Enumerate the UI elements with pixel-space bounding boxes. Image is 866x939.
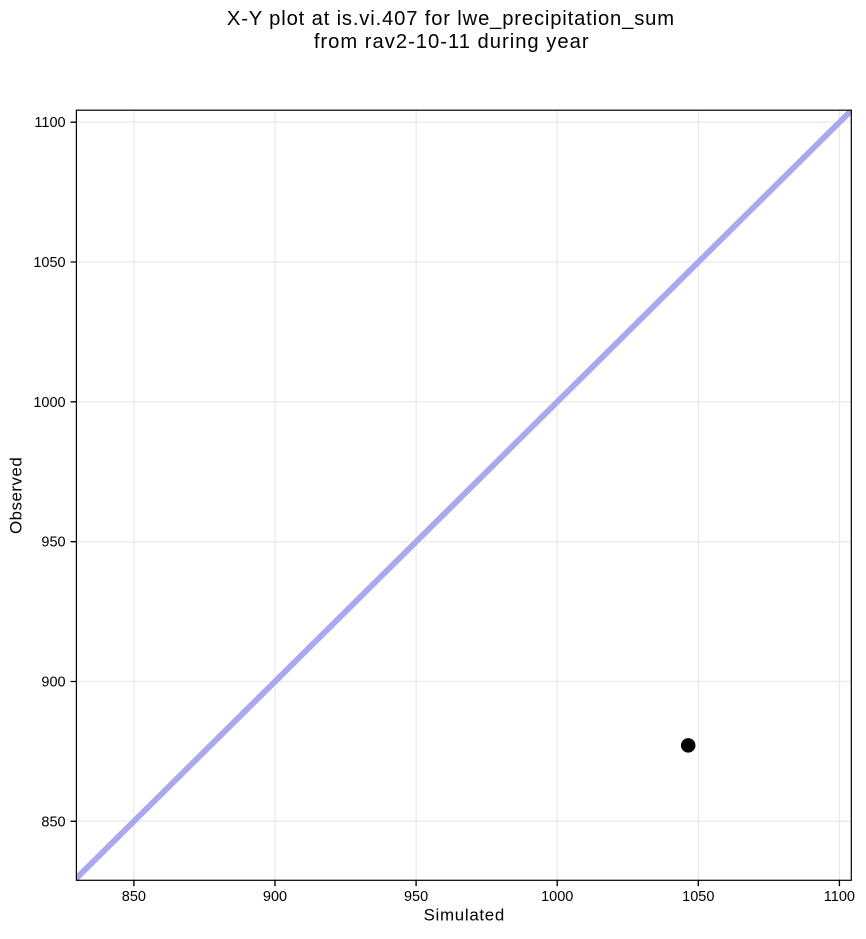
svg-text:1050: 1050 (682, 889, 714, 905)
svg-text:from rav2-10-11 during year: from rav2-10-11 during year (314, 31, 590, 53)
svg-text:900: 900 (263, 889, 287, 905)
svg-text:950: 950 (41, 535, 65, 551)
svg-text:Observed: Observed (6, 457, 25, 534)
svg-text:1100: 1100 (824, 889, 855, 905)
svg-text:Simulated: Simulated (424, 906, 505, 925)
svg-text:1000: 1000 (541, 889, 573, 905)
svg-text:1000: 1000 (33, 395, 65, 411)
svg-text:900: 900 (41, 675, 65, 691)
svg-text:950: 950 (404, 889, 428, 905)
svg-text:1100: 1100 (34, 115, 65, 131)
svg-text:1050: 1050 (33, 255, 65, 271)
svg-text:X-Y plot at is.vi.407 for lwe_: X-Y plot at is.vi.407 for lwe_precipitat… (227, 8, 675, 30)
svg-text:850: 850 (122, 889, 146, 905)
svg-text:850: 850 (41, 814, 65, 830)
